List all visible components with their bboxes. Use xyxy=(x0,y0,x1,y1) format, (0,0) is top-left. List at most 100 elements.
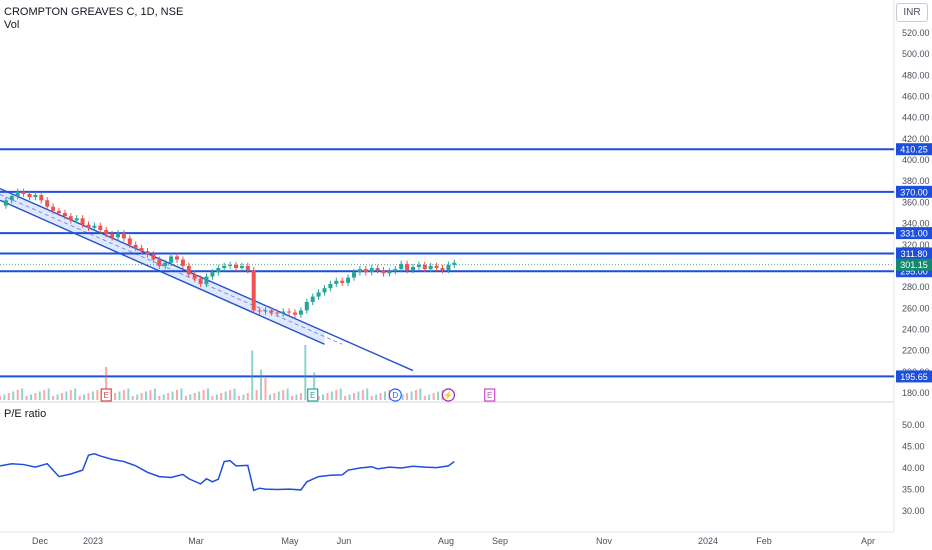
candle-body[interactable] xyxy=(369,268,374,273)
candle-body[interactable] xyxy=(3,200,8,206)
candle-body[interactable] xyxy=(310,296,315,302)
volume-bar xyxy=(87,393,90,400)
volume-bar xyxy=(180,388,183,400)
candle-body[interactable] xyxy=(104,229,109,235)
candle-body[interactable] xyxy=(452,262,457,265)
candle-body[interactable] xyxy=(33,195,38,198)
candle-body[interactable] xyxy=(15,191,20,197)
channel-lower-line[interactable] xyxy=(0,199,325,345)
candle-body[interactable] xyxy=(45,200,50,207)
candle-body[interactable] xyxy=(381,270,386,274)
candle-body[interactable] xyxy=(68,216,73,221)
symbol-title[interactable]: CROMPTON GREAVES C, 1D, NSE xyxy=(4,6,184,18)
candle-body[interactable] xyxy=(80,218,85,225)
candle-body[interactable] xyxy=(416,264,421,267)
candle-body[interactable] xyxy=(346,277,351,283)
candle-body[interactable] xyxy=(121,233,126,239)
candle-body[interactable] xyxy=(334,280,339,284)
candle-body[interactable] xyxy=(228,264,233,266)
pe-ratio-label[interactable]: P/E ratio xyxy=(4,408,47,420)
candle-body[interactable] xyxy=(222,265,227,269)
candle-body[interactable] xyxy=(387,271,392,274)
candle-body[interactable] xyxy=(257,310,262,312)
candle-body[interactable] xyxy=(411,267,415,271)
candle-body[interactable] xyxy=(151,254,156,260)
candle-body[interactable] xyxy=(375,268,380,271)
candle-body[interactable] xyxy=(39,195,44,201)
level-label: 195.65 xyxy=(900,372,928,382)
candle-body[interactable] xyxy=(62,213,67,217)
candle-body[interactable] xyxy=(440,268,445,271)
candle-body[interactable] xyxy=(251,270,256,311)
candle-body[interactable] xyxy=(204,276,209,284)
candle-body[interactable] xyxy=(322,288,327,293)
volume-bar xyxy=(60,393,63,400)
price-tick-label: 280.00 xyxy=(902,282,930,292)
candle-body[interactable] xyxy=(139,247,144,252)
event-marker[interactable] xyxy=(388,388,402,402)
candle-body[interactable] xyxy=(133,244,138,248)
candle-body[interactable] xyxy=(163,262,168,266)
candle-body[interactable] xyxy=(169,256,174,263)
event-marker[interactable] xyxy=(307,388,319,402)
candle-body[interactable] xyxy=(51,206,56,211)
candle-body[interactable] xyxy=(281,311,286,314)
candle-body[interactable] xyxy=(192,274,197,279)
candle-body[interactable] xyxy=(110,234,115,238)
candle-body[interactable] xyxy=(263,310,268,312)
candle-body[interactable] xyxy=(116,233,120,238)
candle-body[interactable] xyxy=(287,311,292,313)
pe-line[interactable] xyxy=(0,453,455,492)
candle-body[interactable] xyxy=(92,225,97,228)
candle-body[interactable] xyxy=(186,265,191,275)
candle-body[interactable] xyxy=(316,292,321,297)
candle-body[interactable] xyxy=(357,269,362,273)
volume-bar xyxy=(419,388,422,400)
candle-body[interactable] xyxy=(298,310,303,315)
candle-body[interactable] xyxy=(86,224,91,228)
volume-label[interactable]: Vol xyxy=(4,19,20,31)
candle-body[interactable] xyxy=(216,268,221,273)
candle-body[interactable] xyxy=(198,278,203,284)
candle-body[interactable] xyxy=(27,193,32,198)
candle-body[interactable] xyxy=(21,191,26,194)
candle-body[interactable] xyxy=(352,272,356,278)
candle-body[interactable] xyxy=(340,280,345,283)
candle-body[interactable] xyxy=(9,196,14,201)
candle-body[interactable] xyxy=(245,265,250,271)
candle-body[interactable] xyxy=(393,269,398,272)
candle-body[interactable] xyxy=(239,265,244,269)
candle-body[interactable] xyxy=(175,256,179,260)
candle-body[interactable] xyxy=(304,301,309,311)
volume-bar xyxy=(145,391,148,400)
candle-body[interactable] xyxy=(405,263,410,271)
volume-bar xyxy=(348,394,351,400)
candle-body[interactable] xyxy=(74,218,79,221)
candle-body[interactable] xyxy=(127,238,132,245)
time-tick-label: Feb xyxy=(756,536,772,546)
candle-body[interactable] xyxy=(234,264,238,269)
candle-body[interactable] xyxy=(446,264,451,271)
candle-body[interactable] xyxy=(269,310,274,313)
candle-body[interactable] xyxy=(293,312,297,315)
event-marker[interactable] xyxy=(441,388,455,402)
event-marker[interactable] xyxy=(484,388,496,402)
candle-body[interactable] xyxy=(57,210,61,213)
event-marker[interactable] xyxy=(100,388,112,402)
candle-body[interactable] xyxy=(422,264,427,270)
candle-body[interactable] xyxy=(275,312,280,314)
candle-body[interactable] xyxy=(210,272,215,277)
currency-button[interactable]: INR xyxy=(896,3,928,22)
candle-body[interactable] xyxy=(157,259,162,266)
volume-bar xyxy=(423,396,426,400)
volume-bar xyxy=(47,388,50,400)
candle-body[interactable] xyxy=(434,265,439,269)
candle-body[interactable] xyxy=(363,269,368,273)
candle-body[interactable] xyxy=(428,265,433,270)
candle-body[interactable] xyxy=(98,225,103,230)
candle-body[interactable] xyxy=(328,283,333,289)
candle-body[interactable] xyxy=(145,251,150,255)
candle-body[interactable] xyxy=(180,259,185,266)
candle-body[interactable] xyxy=(399,263,404,270)
